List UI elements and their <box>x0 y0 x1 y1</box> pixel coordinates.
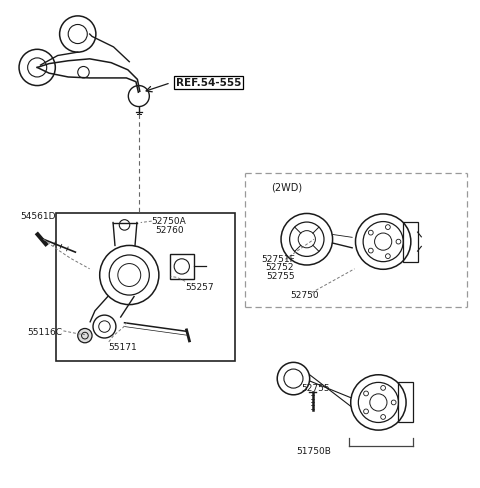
Text: 52750: 52750 <box>290 291 319 300</box>
Text: 55116C: 55116C <box>28 328 62 337</box>
Text: 52755: 52755 <box>266 272 295 281</box>
Bar <box>398 383 413 423</box>
Text: 52752: 52752 <box>265 264 294 272</box>
Text: 52751F: 52751F <box>262 255 295 264</box>
Bar <box>56 213 235 361</box>
Text: 52750A: 52750A <box>152 217 186 225</box>
Circle shape <box>78 328 92 343</box>
Bar <box>403 222 418 262</box>
Text: 52755: 52755 <box>301 384 330 393</box>
Text: 51750B: 51750B <box>296 447 331 456</box>
Text: 52760: 52760 <box>155 226 184 235</box>
Text: 54561D: 54561D <box>21 212 56 221</box>
Text: REF.54-555: REF.54-555 <box>176 78 241 88</box>
Bar <box>170 254 194 279</box>
Text: (2WD): (2WD) <box>271 183 302 193</box>
Text: 55257: 55257 <box>185 284 214 292</box>
Text: 55171: 55171 <box>109 343 137 352</box>
